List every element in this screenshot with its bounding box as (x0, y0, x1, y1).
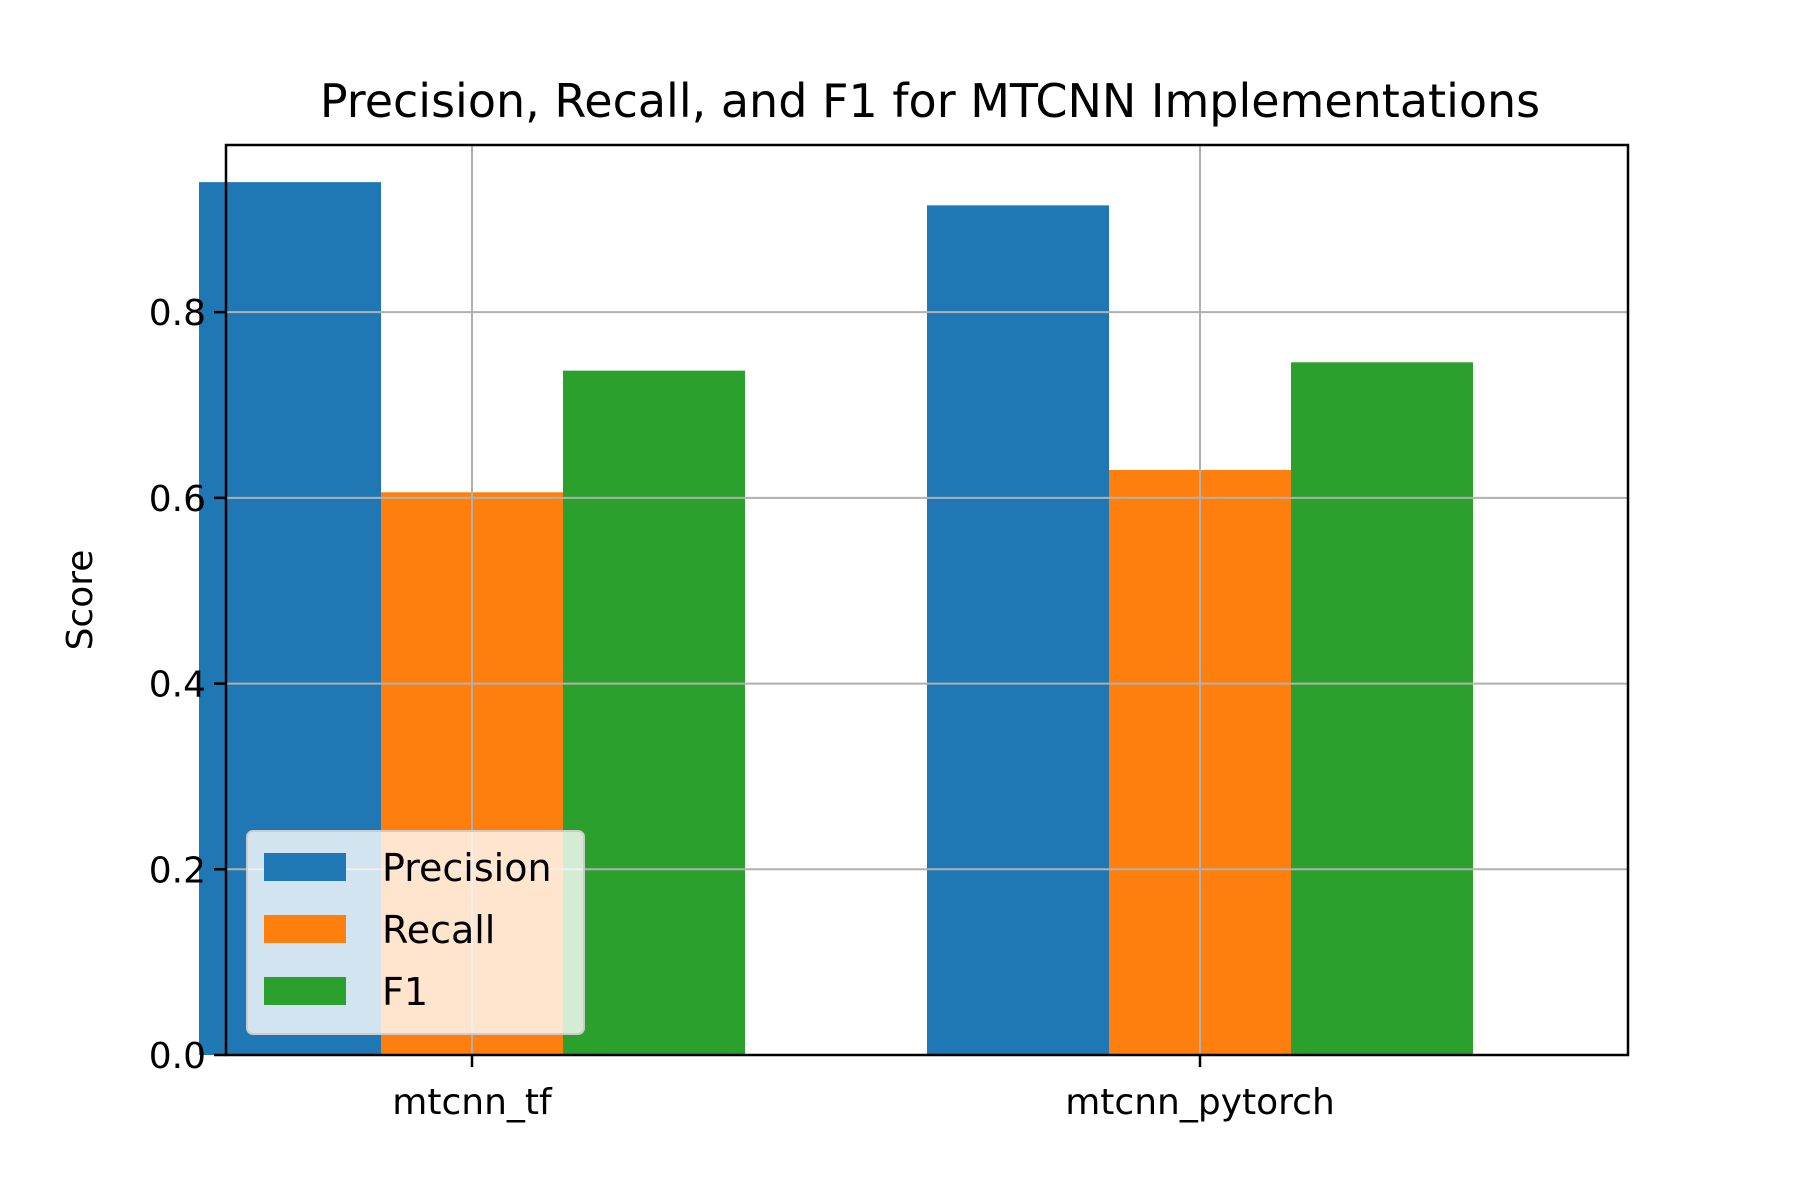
axes-frame (224, 143, 1630, 1057)
legend-swatch-precision (264, 853, 346, 881)
legend-swatch-f1 (264, 977, 346, 1005)
axes: 0.0 0.2 0.4 0.6 0.8 mtcnn_tf mtcnn_pytorch (149, 143, 1630, 1123)
bar-f1-mtcnn_tf (563, 370, 745, 1056)
y-axis-label: Score (60, 550, 101, 651)
x-tick-label-0: mtcnn_tf (392, 1082, 553, 1123)
legend-swatch-recall (264, 915, 346, 943)
legend: Precision Recall F1 (246, 830, 585, 1035)
y-tick-label-2: 0.4 (149, 665, 206, 706)
legend-label-recall: Recall (382, 908, 495, 952)
bar-precision-mtcnn_pytorch (927, 205, 1109, 1055)
y-tick-label-4: 0.8 (149, 293, 206, 334)
plot-area: 0.0 0.2 0.4 0.6 0.8 mtcnn_tf mtcnn_pytorch Pre… (149, 143, 1630, 1123)
y-tick-label-1: 0.2 (149, 850, 206, 891)
legend-label-precision: Precision (382, 846, 552, 890)
x-tick-label-1: mtcnn_pytorch (1065, 1082, 1335, 1123)
y-tick-label-0: 0.0 (149, 1036, 206, 1077)
y-tick-label-3: 0.6 (149, 479, 206, 520)
bar-f1-mtcnn_pytorch (1291, 362, 1473, 1055)
chart-title: Precision, Recall, and F1 for MTCNN Impl… (320, 74, 1540, 128)
legend-label-f1: F1 (382, 970, 428, 1014)
